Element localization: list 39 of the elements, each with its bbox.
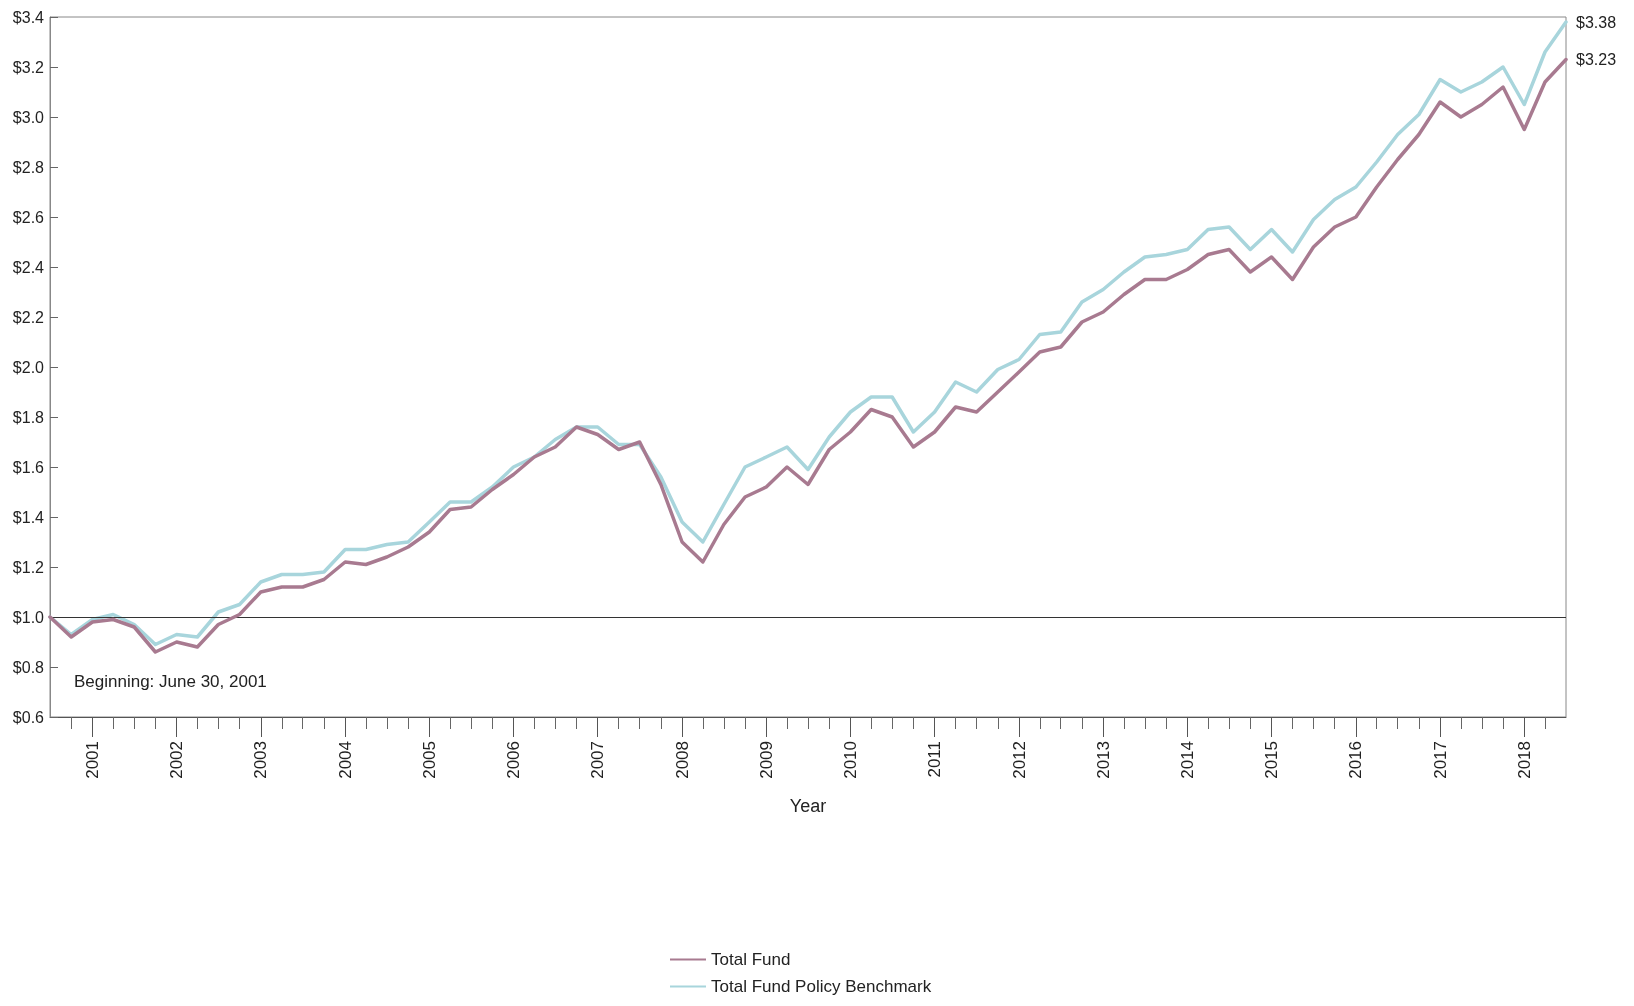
- y-tick-label: $2.2: [12, 308, 45, 326]
- y-tick-label: $0.8: [12, 658, 45, 676]
- x-tick-label: 2018: [1514, 741, 1534, 779]
- legend-label: Total Fund Policy Benchmark: [711, 977, 932, 996]
- x-tick-label: 2006: [504, 741, 524, 779]
- x-tick-label: 2011: [925, 741, 945, 778]
- x-tick-label: 2015: [1262, 741, 1282, 779]
- y-tick-label: $2.4: [12, 258, 45, 276]
- y-tick-label: $1.0: [12, 608, 45, 626]
- y-tick-label: $2.6: [12, 208, 45, 226]
- x-tick-label: 2005: [419, 741, 439, 779]
- x-tick-label: 2001: [82, 741, 102, 779]
- x-tick-label: 2007: [588, 741, 608, 779]
- y-tick-label: $1.4: [12, 508, 45, 526]
- x-tick-label: 2003: [251, 741, 271, 779]
- y-tick-label: $1.8: [12, 408, 45, 426]
- x-tick-label: 2008: [672, 741, 692, 779]
- data-label: $3.38: [1576, 13, 1617, 31]
- x-tick-label: 2004: [335, 741, 355, 779]
- x-tick-label: 2017: [1430, 741, 1450, 779]
- y-tick-label: $0.6: [12, 708, 45, 726]
- legend-label: Total Fund: [711, 950, 791, 969]
- annotation: Beginning: June 30, 2001: [74, 672, 267, 691]
- y-tick-label: $1.6: [12, 458, 45, 476]
- x-tick-label: 2013: [1093, 741, 1113, 779]
- data-label: $3.23: [1576, 51, 1617, 68]
- y-tick-label: $2.0: [12, 358, 45, 376]
- y-tick-label: $3.2: [12, 58, 45, 76]
- x-tick-label: 2009: [756, 741, 776, 779]
- y-tick-label: $3.0: [12, 108, 45, 126]
- x-tick-label: 2014: [1177, 741, 1197, 779]
- x-tick-label: 2016: [1346, 741, 1366, 779]
- x-tick-label: 2012: [1009, 741, 1029, 779]
- x-tick-label: 2010: [840, 741, 860, 779]
- x-tick-label: 2002: [167, 741, 187, 779]
- x-axis-title: Year: [789, 796, 827, 816]
- y-tick-label: $3.4: [12, 8, 45, 26]
- y-tick-label: $2.8: [12, 158, 45, 176]
- y-tick-label: $1.2: [12, 558, 45, 576]
